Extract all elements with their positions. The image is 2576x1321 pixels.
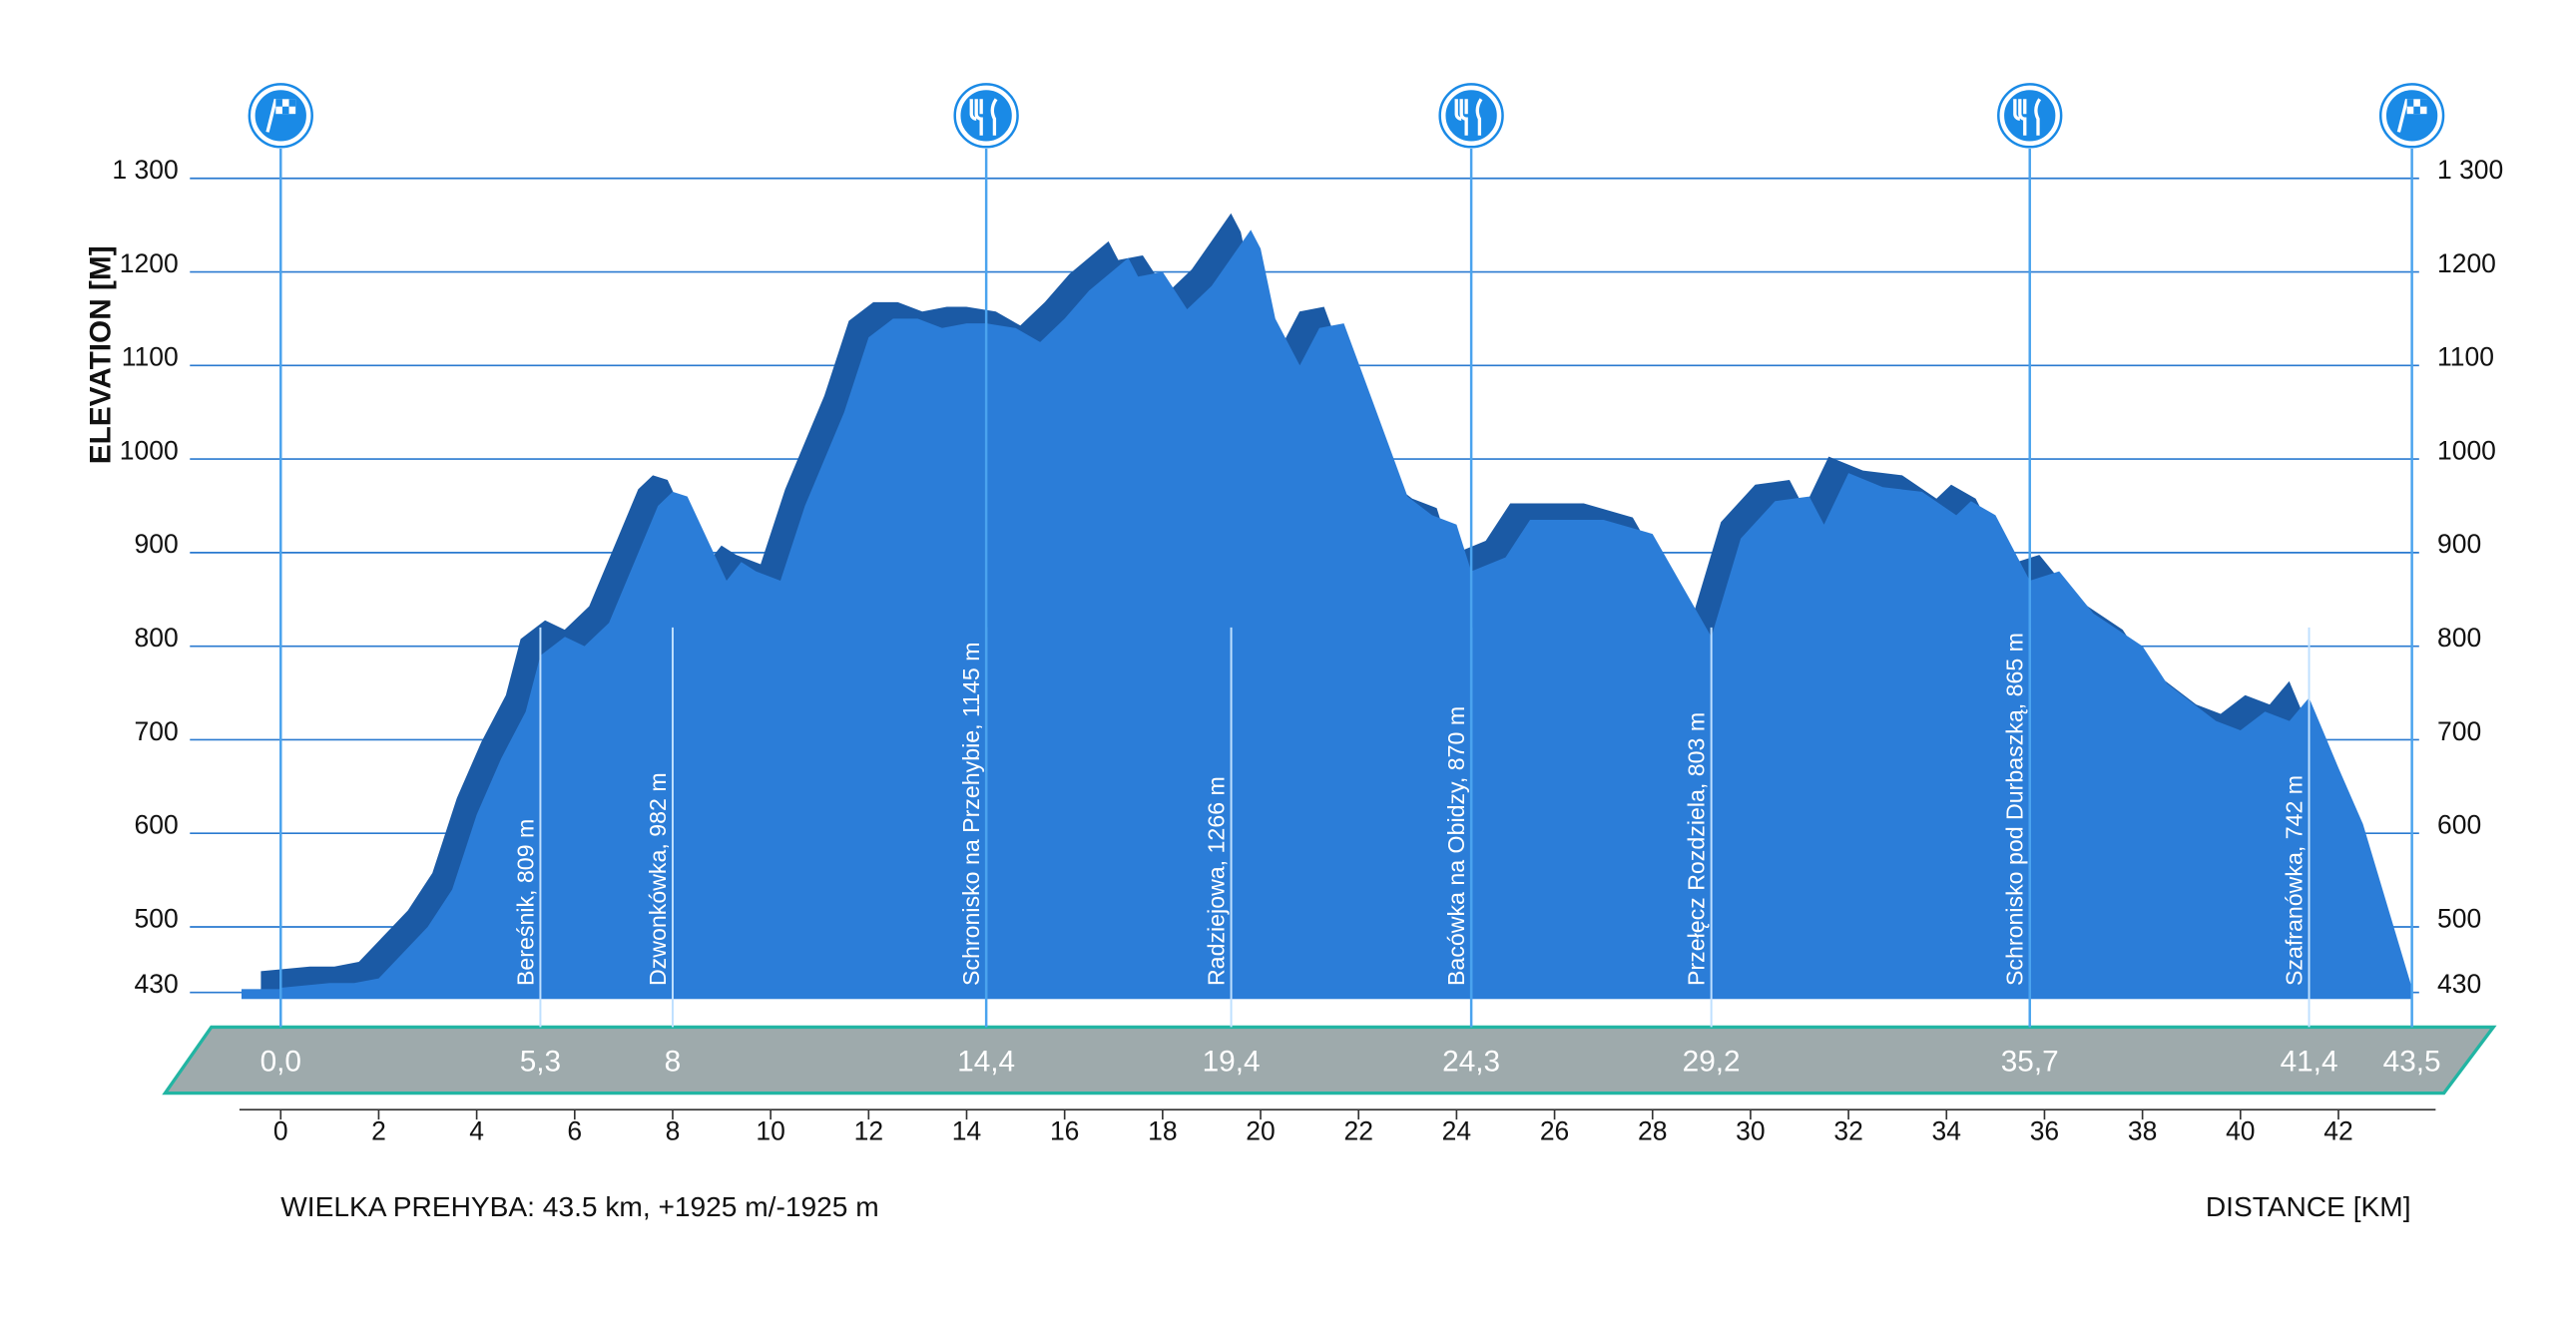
y-tick-label: 900	[135, 529, 179, 559]
y-tick-label: 430	[135, 969, 179, 999]
stop-glyph	[2013, 98, 2042, 136]
stop-icon	[957, 86, 1016, 145]
y2-tick-label: 1200	[2437, 248, 2496, 278]
distance-label: 24,3	[1442, 1046, 1500, 1079]
y2-tick-label: 700	[2437, 716, 2481, 746]
x-tick-label: 14	[952, 1115, 981, 1145]
x-tick-label: 2	[371, 1115, 386, 1145]
distance-band	[162, 1025, 2497, 1096]
distance-label: 41,4	[2281, 1046, 2338, 1079]
flag-check	[281, 106, 289, 115]
waypoint-label: Schronisko na Przehybie, 1145 m	[958, 642, 984, 986]
y2-tick-label: 800	[2437, 623, 2481, 653]
stop-icon	[252, 86, 310, 145]
x-tick-label: 22	[1343, 1115, 1372, 1145]
waypoint-label: Bacówka na Obidzy, 870 m	[1443, 706, 1469, 986]
x-tick-label: 24	[1442, 1115, 1471, 1145]
x-tick-label: 10	[756, 1115, 784, 1145]
stop-glyph	[2396, 98, 2427, 133]
flag-pole	[265, 98, 277, 133]
y2-tick-label: 1100	[2437, 342, 2494, 372]
y2-tick-label: 500	[2437, 903, 2481, 933]
y2-tick-label: 430	[2437, 969, 2481, 999]
y-tick-label: 600	[135, 810, 179, 840]
x-tick-label: 16	[1050, 1115, 1079, 1145]
fork-knife	[969, 98, 998, 136]
flag-check	[2419, 99, 2427, 107]
x-tick-label: 32	[1833, 1115, 1862, 1145]
stop-icon-ring	[248, 83, 313, 149]
distance-label: 0,0	[260, 1046, 301, 1079]
distance-label: 5,3	[520, 1046, 561, 1079]
x-tick-label: 12	[854, 1115, 883, 1145]
x-tick-label: 42	[2323, 1115, 2352, 1145]
waypoint-label: Dzwonkówka, 982 m	[645, 772, 671, 986]
waypoint-label: Szafranówka, 742 m	[2281, 775, 2307, 986]
x-tick-label: 4	[469, 1115, 484, 1145]
y-tick-label: 700	[135, 716, 179, 746]
chart-title: WIELKA PREHYBA: 43.5 km, +1925 m/-1925 m	[280, 1191, 878, 1222]
stop-glyph	[1454, 98, 1483, 136]
y2-tick-label: 600	[2437, 810, 2481, 840]
stop-icon	[2000, 86, 2059, 145]
x-tick-label: 34	[1932, 1115, 1961, 1145]
fork-knife	[1454, 98, 1483, 136]
stop-icon-ring	[1997, 83, 2063, 149]
flag-check	[275, 99, 282, 107]
y-tick-label: 1 300	[112, 155, 178, 185]
y-tick-label: 1200	[120, 248, 179, 278]
stop-icon-ring	[2378, 83, 2445, 149]
flag-check	[288, 99, 296, 107]
x-tick-label: 28	[1638, 1115, 1667, 1145]
flag-pole	[2396, 98, 2409, 133]
y-axis-title: ELEVATION [M]	[84, 245, 117, 464]
distance-label: 29,2	[1683, 1046, 1741, 1079]
profile-area	[280, 229, 2412, 993]
x-tick-label: 8	[666, 1115, 681, 1145]
waypoint-label: Przełęcz Rozdziela, 803 m	[1684, 712, 1710, 986]
x-tick-label: 40	[2226, 1115, 2255, 1145]
y2-tick-label: 900	[2437, 529, 2481, 559]
waypoint-label: Radziejowa, 1266 m	[1203, 776, 1229, 986]
x-tick-label: 6	[567, 1115, 582, 1145]
y-tick-label: 500	[135, 903, 179, 933]
stop-icon-ring	[1438, 83, 1504, 149]
distance-label: 35,7	[2001, 1046, 2059, 1079]
fork-knife	[2013, 98, 2042, 136]
x-tick-label: 38	[2128, 1115, 2157, 1145]
stop-glyph	[265, 98, 296, 133]
distance-label: 43,5	[2383, 1046, 2441, 1079]
flag-check	[2413, 106, 2420, 115]
stop-icon	[2382, 86, 2441, 145]
x-tick-label: 30	[1736, 1115, 1765, 1145]
distance-label: 14,4	[957, 1046, 1015, 1079]
stop-icon-ring	[953, 83, 1019, 149]
distance-label: 8	[665, 1046, 682, 1079]
distance-label: 19,4	[1203, 1046, 1261, 1079]
y-tick-label: 1000	[120, 435, 179, 465]
x-axis-title: DISTANCE [KM]	[2206, 1191, 2411, 1222]
waypoint-label: Schronisko pod Durbaszką, 865 m	[2002, 633, 2028, 986]
stop-icon	[1442, 86, 1501, 145]
x-tick-label: 0	[273, 1115, 288, 1145]
profile-base	[241, 989, 2412, 1000]
flag-check	[2406, 99, 2414, 107]
stop-glyph	[969, 98, 998, 136]
y-tick-label: 800	[135, 623, 179, 653]
y2-tick-label: 1000	[2437, 435, 2496, 465]
y2-tick-label: 1 300	[2437, 155, 2503, 185]
x-tick-label: 18	[1148, 1115, 1177, 1145]
x-tick-label: 26	[1540, 1115, 1569, 1145]
waypoint-label: Bereśnik, 809 m	[512, 819, 538, 986]
x-tick-label: 20	[1246, 1115, 1275, 1145]
y-tick-label: 1100	[122, 342, 179, 372]
x-tick-label: 36	[2030, 1115, 2059, 1145]
